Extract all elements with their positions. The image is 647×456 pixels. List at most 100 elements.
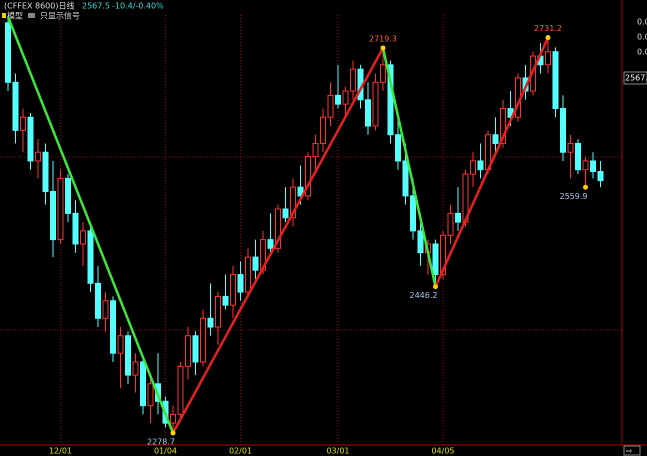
- candle-body: [552, 51, 559, 110]
- candle-body: [455, 212, 461, 223]
- candle-body: [102, 300, 109, 319]
- symbol: (CFFEX 8600)日线: [4, 1, 74, 11]
- candle-body: [42, 151, 49, 193]
- candle-body: [470, 160, 476, 175]
- pivot-label: 2278.7: [147, 438, 175, 447]
- candle-body: [447, 212, 454, 236]
- candle-body: [275, 208, 281, 249]
- pivot-dot: [380, 45, 386, 51]
- candle-body: [230, 274, 236, 306]
- candle-body: [545, 51, 551, 66]
- candle-body: [200, 317, 206, 363]
- candle-body: [582, 160, 589, 171]
- candle-body: [185, 335, 191, 367]
- zigzag-line: [381, 47, 437, 287]
- candle-body: [342, 90, 349, 105]
- candle-body: [432, 243, 439, 276]
- candle-body: [335, 94, 341, 105]
- model-label: 模型: [7, 11, 23, 21]
- candle-body: [125, 335, 131, 376]
- candle-body: [492, 134, 499, 144]
- candle-body: [5, 22, 11, 83]
- right-label: 0.0: [637, 48, 647, 57]
- candle-body: [20, 116, 26, 131]
- zigzag-line: [434, 37, 550, 288]
- candle-body: [320, 116, 326, 144]
- candle-body: [147, 383, 154, 407]
- pivot-dot: [583, 184, 588, 190]
- right-label: 0.0: [637, 33, 647, 42]
- legend-icon: [2, 13, 6, 18]
- pivot-label: 2446.2: [410, 291, 438, 300]
- candle-body: [567, 142, 574, 153]
- candle-body: [50, 191, 56, 241]
- right-label: 0.0: [637, 18, 647, 27]
- candle-body: [80, 230, 86, 245]
- candle-body: [35, 151, 41, 162]
- pivot-dot: [545, 35, 551, 41]
- candle-body: [327, 94, 334, 118]
- candle-body: [72, 212, 79, 245]
- x-tick-label: 12/01: [49, 447, 72, 456]
- candle-body: [132, 361, 139, 376]
- candle-body: [500, 108, 506, 144]
- candle-body: [65, 177, 71, 214]
- candle-body: [590, 160, 596, 173]
- candle-body: [237, 274, 244, 293]
- pivot-label: 2731.2: [534, 24, 562, 33]
- candle-body: [350, 68, 356, 92]
- candle-body: [57, 177, 64, 241]
- candle-body: [177, 365, 184, 415]
- candle-body: [380, 64, 386, 83]
- last-price-axis: 2567.5: [625, 74, 647, 83]
- candle-body: [402, 160, 409, 197]
- candle-body: [27, 116, 34, 162]
- candle-body: [282, 208, 289, 219]
- scroll-arrow[interactable]: [623, 445, 641, 456]
- last-price-box: [623, 71, 647, 85]
- candle-body: [222, 295, 229, 306]
- candle-body: [245, 256, 251, 293]
- candle-body: [365, 99, 371, 127]
- legend-icon: [28, 13, 35, 18]
- x-tick-label: 02/01: [229, 447, 252, 456]
- candle-body: [267, 239, 274, 249]
- candle-body: [95, 282, 101, 319]
- candle-body: [410, 195, 416, 232]
- candle-body: [87, 230, 94, 284]
- candle-body: [575, 142, 581, 171]
- scroll-arrow-icon[interactable]: ⇨: [626, 447, 633, 456]
- candle-body: [560, 108, 566, 153]
- zigzag-line: [171, 47, 385, 434]
- pivot-label: 2559.9: [560, 192, 588, 201]
- candle-body: [440, 234, 446, 276]
- pivot-label: 2719.3: [369, 34, 397, 43]
- pivot-dot: [433, 284, 438, 290]
- candle-body: [207, 317, 214, 328]
- candle-body: [140, 361, 146, 407]
- candle-body: [387, 64, 394, 136]
- candle-body: [290, 186, 296, 219]
- candle-body: [395, 134, 401, 162]
- x-tick-label: 04/05: [431, 447, 454, 456]
- candle-body: [305, 156, 311, 197]
- candle-body: [372, 81, 379, 127]
- candle-body: [192, 335, 199, 363]
- change: -10.4/-0.40%: [112, 2, 164, 11]
- x-tick-label: 03/01: [326, 447, 349, 456]
- candle-body: [312, 142, 319, 158]
- candle-body: [417, 230, 424, 254]
- pivot-dot: [170, 430, 176, 436]
- last-price: 2567.5: [82, 2, 110, 11]
- candle-body: [597, 171, 604, 182]
- zigzag-line: [6, 16, 175, 434]
- candle-body: [297, 186, 304, 197]
- x-tick-label: 01/04: [154, 447, 177, 456]
- candle-body: [477, 160, 484, 171]
- candle-body: [215, 295, 221, 328]
- candle-body: [252, 256, 259, 271]
- candle-body: [170, 413, 176, 424]
- candle-body: [117, 335, 124, 354]
